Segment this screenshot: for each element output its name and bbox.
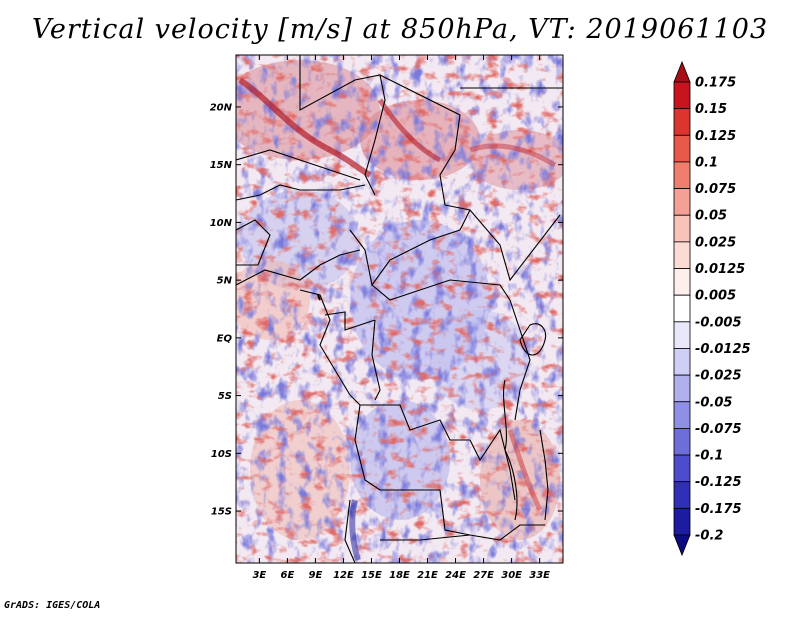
colorbar-swatch bbox=[673, 108, 691, 136]
colorbar-label: -0.005 bbox=[695, 315, 742, 330]
colorbar-label: -0.125 bbox=[695, 475, 742, 490]
credit-label: GrADS: IGES/COLA bbox=[4, 600, 101, 611]
colorbar-label: 0.05 bbox=[695, 209, 727, 224]
colorbar-swatch bbox=[673, 268, 691, 296]
lon-label: 12E bbox=[333, 570, 354, 581]
colorbar-label: 0.15 bbox=[695, 102, 727, 117]
lat-label: 10N bbox=[210, 218, 233, 229]
colorbar-label: 0.075 bbox=[695, 182, 736, 197]
colorbar-label: -0.2 bbox=[695, 529, 723, 544]
colorbar-label: -0.075 bbox=[695, 422, 742, 437]
lon-label: 9E bbox=[309, 570, 323, 581]
lon-label: 30E bbox=[501, 570, 522, 581]
colorbar-swatch bbox=[673, 134, 691, 163]
colorbar-label: -0.175 bbox=[695, 502, 742, 517]
colorbar-swatch bbox=[673, 401, 691, 429]
colorbar: 0.175 0.15 0.125 0.1 0.075 0.05 0.025 0.0125 0.0… bbox=[673, 60, 751, 557]
colorbar-swatch bbox=[673, 161, 691, 189]
latitude-axis: 20N 15N 10N 5N EQ 5S 10S 15S bbox=[210, 102, 563, 518]
colorbar-swatch bbox=[673, 188, 691, 216]
lon-label: 3E bbox=[252, 570, 266, 581]
lon-label: 21E bbox=[417, 570, 438, 581]
colorbar-swatch bbox=[673, 214, 691, 243]
colorbar-label: -0.025 bbox=[695, 369, 742, 384]
colorbar-label: -0.05 bbox=[695, 395, 732, 410]
colorbar-swatch bbox=[673, 428, 691, 456]
colorbar-label: 0.005 bbox=[695, 289, 736, 304]
country-boundaries bbox=[236, 55, 563, 563]
vertical-velocity-field bbox=[236, 55, 563, 563]
lat-label: 5S bbox=[218, 391, 232, 402]
colorbar-swatch bbox=[673, 481, 691, 509]
colorbar-label: 0.1 bbox=[695, 155, 718, 170]
colorbar-label: -0.0125 bbox=[695, 342, 751, 357]
lat-label: 15S bbox=[211, 507, 232, 518]
colorbar-swatch bbox=[673, 454, 691, 483]
colorbar-label: 0.025 bbox=[695, 235, 736, 250]
colorbar-swatch bbox=[673, 294, 691, 323]
colorbar-swatch bbox=[673, 507, 691, 536]
lat-label: EQ bbox=[217, 333, 233, 344]
colorbar-label: 0.125 bbox=[695, 129, 736, 144]
colorbar-swatch bbox=[673, 348, 691, 376]
lon-label: 18E bbox=[389, 570, 410, 581]
longitude-axis: 3E 6E 9E 12E 15E 18E 21E 24E 27E 30E 33E bbox=[252, 55, 550, 581]
colorbar-label: 0.175 bbox=[695, 76, 736, 91]
colorbar-max-arrow bbox=[673, 60, 691, 83]
lat-label: 15N bbox=[210, 160, 233, 171]
lat-label: 10S bbox=[211, 449, 232, 460]
map-title: Vertical velocity [m/s] at 850hPa, VT: 2… bbox=[31, 14, 769, 45]
lon-label: 24E bbox=[445, 570, 466, 581]
lon-label: 15E bbox=[361, 570, 382, 581]
lon-label: 6E bbox=[280, 570, 294, 581]
colorbar-swatch bbox=[673, 321, 691, 349]
colorbar-swatch bbox=[673, 374, 691, 403]
lat-label: 5N bbox=[217, 276, 233, 287]
colorbar-label: 0.0125 bbox=[695, 262, 745, 277]
lon-label: 27E bbox=[473, 570, 494, 581]
colorbar-label: -0.1 bbox=[695, 449, 723, 464]
lat-label: 20N bbox=[210, 102, 233, 113]
colorbar-min-arrow bbox=[673, 534, 691, 557]
colorbar-swatch bbox=[673, 241, 691, 269]
colorbar-swatch bbox=[673, 81, 691, 110]
lon-label: 33E bbox=[529, 570, 550, 581]
